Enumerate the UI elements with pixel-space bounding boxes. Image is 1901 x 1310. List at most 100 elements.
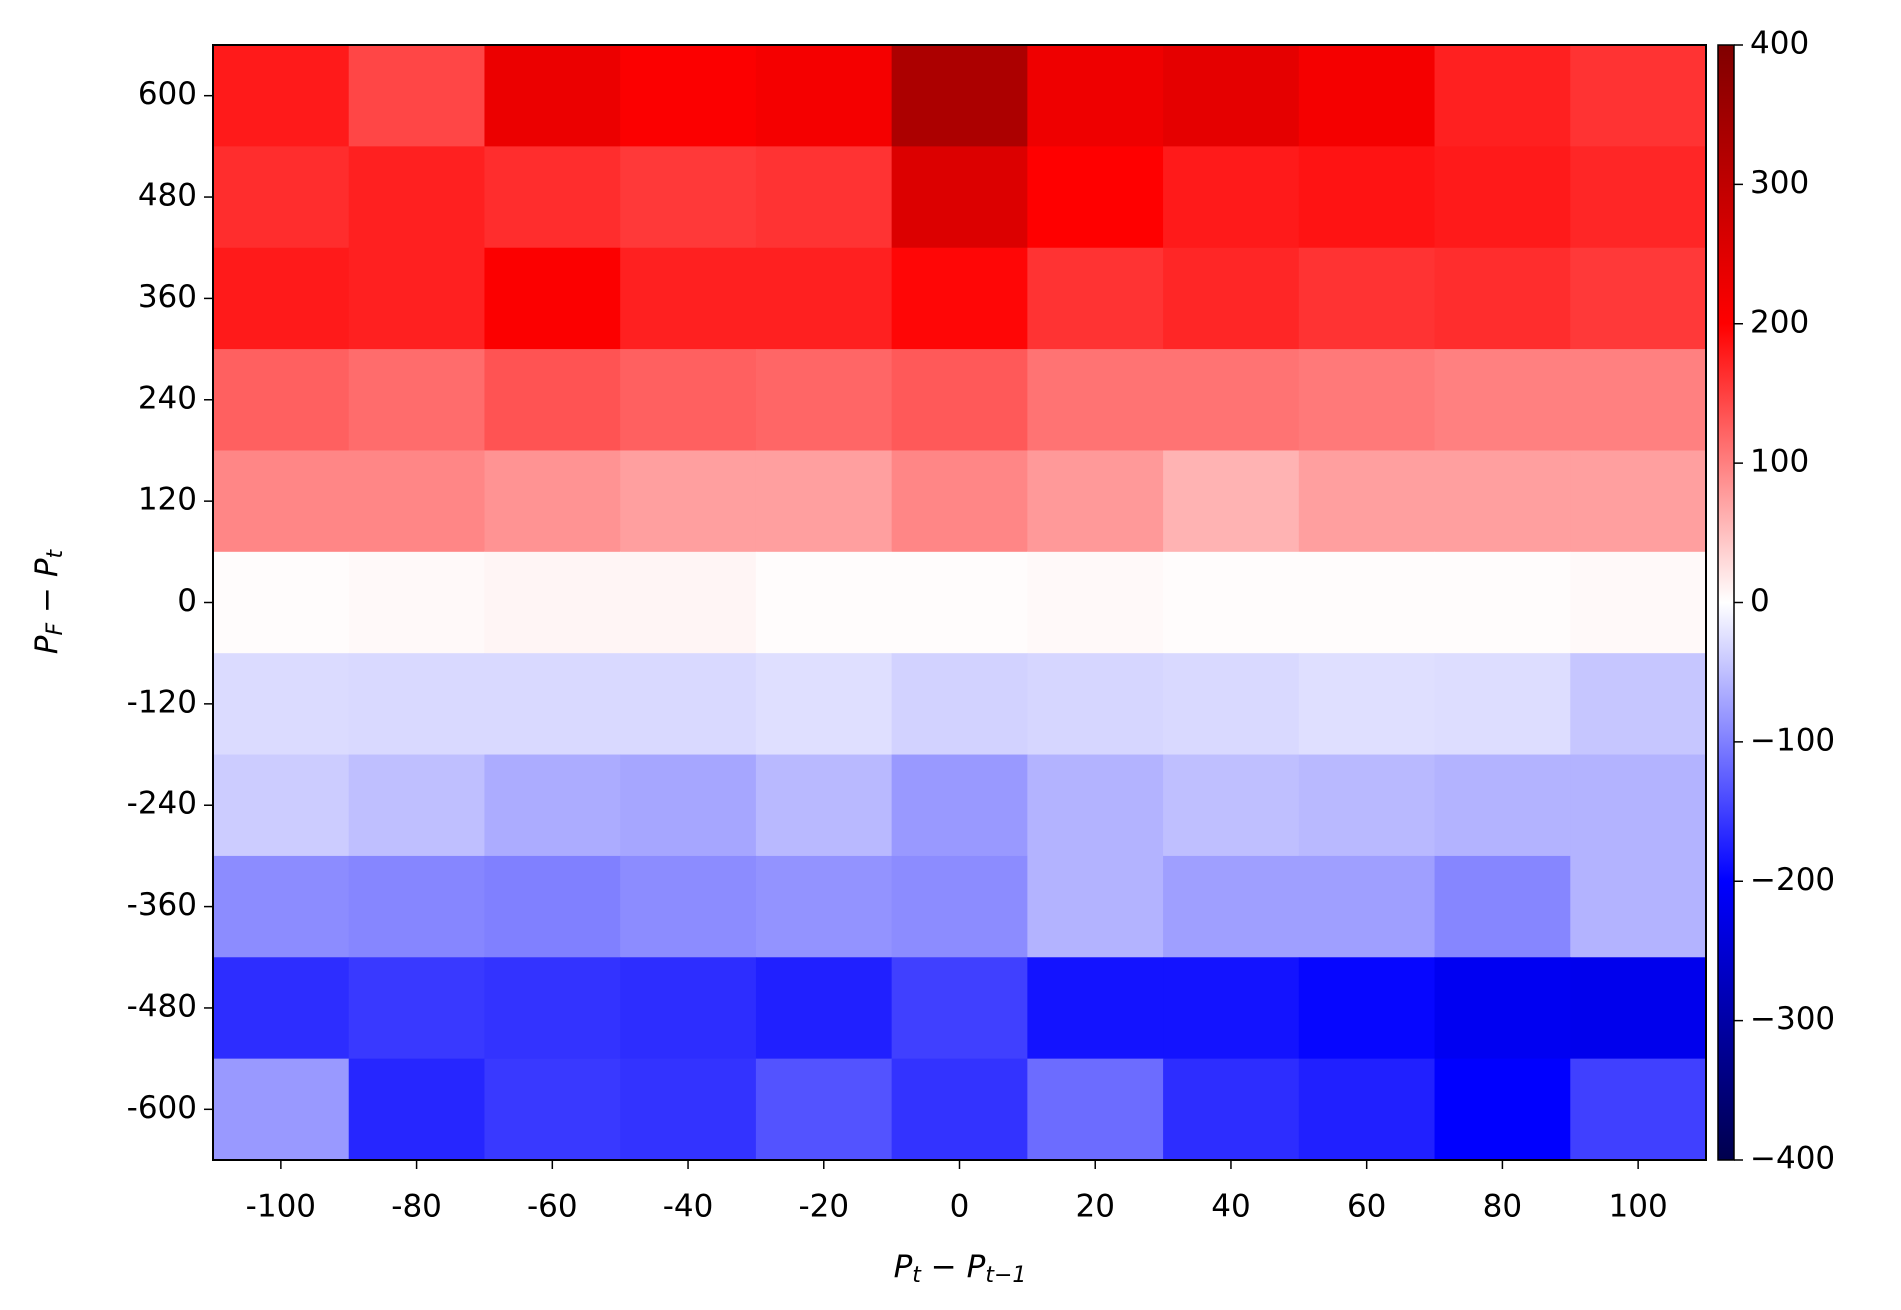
x-tick-label: 60 — [1347, 1189, 1386, 1225]
heatmap-cell — [620, 551, 757, 654]
heatmap-cell — [891, 653, 1028, 756]
heatmap-cell — [620, 146, 757, 249]
x-tick-label: -60 — [527, 1189, 578, 1225]
heatmap-cell — [484, 450, 621, 553]
heatmap-cell — [484, 957, 621, 1060]
heatmap-cell — [755, 754, 893, 857]
heatmap-cell — [1027, 146, 1164, 249]
y-label-part: − P — [29, 558, 65, 623]
heatmap-cell — [891, 247, 1028, 350]
heatmap-cell — [620, 1058, 757, 1161]
heatmap-cell — [1163, 957, 1300, 1060]
heatmap-cell — [1027, 45, 1164, 147]
y-tick-label: 360 — [138, 279, 197, 315]
heatmap-cell — [348, 653, 485, 756]
x-label-part: P — [894, 1249, 913, 1285]
heatmap-cell — [348, 349, 485, 451]
heatmap-cell — [891, 45, 1028, 147]
x-tick-label: 80 — [1483, 1189, 1522, 1225]
x-tick-label: 20 — [1076, 1189, 1115, 1225]
heatmap-cell — [213, 450, 350, 553]
heatmap-cell — [348, 1058, 485, 1161]
heatmap-cell — [348, 855, 485, 958]
heatmap-cell — [213, 855, 350, 958]
heatmap-cell — [484, 1058, 621, 1161]
colorbar-tick-label: −200 — [1750, 862, 1835, 898]
heatmap-cell — [620, 349, 757, 451]
x-label-part: − P — [921, 1249, 986, 1285]
heatmap-cell — [348, 551, 485, 654]
heatmap-cell — [620, 754, 757, 857]
heatmap-cell — [484, 146, 621, 249]
heatmap-cell — [1298, 551, 1436, 654]
heatmap-cell — [755, 551, 893, 654]
colorbar — [1717, 44, 1735, 1161]
heatmap-cell — [1027, 450, 1164, 553]
colorbar-tick-label: 100 — [1750, 444, 1809, 480]
y-label-part: t — [43, 548, 68, 558]
colorbar-tick-label: −100 — [1750, 722, 1835, 758]
heatmap-cell — [1027, 349, 1164, 451]
heatmap-cell — [348, 247, 485, 350]
colorbar-tick-label: 200 — [1750, 304, 1809, 340]
heatmap-cell — [1434, 754, 1571, 857]
heatmap-cell — [1434, 1058, 1571, 1161]
heatmap-cell — [755, 1058, 893, 1161]
y-tick-label: -240 — [127, 786, 197, 822]
heatmap-cell — [213, 754, 350, 857]
y-tick-label: -480 — [127, 988, 197, 1024]
heatmap-cell — [891, 957, 1028, 1060]
heatmap-cell — [755, 855, 893, 958]
colorbar-tick-label: 0 — [1750, 583, 1770, 619]
y-label-part: F — [43, 622, 68, 635]
heatmap-cell — [213, 247, 350, 350]
heatmap-cell — [213, 1058, 350, 1161]
heatmap-cell — [1298, 855, 1436, 958]
heatmap-cell — [348, 450, 485, 553]
heatmap-cell — [484, 551, 621, 654]
heatmap-cell — [891, 551, 1028, 654]
heatmap-cell — [1163, 450, 1300, 553]
heatmap-cell — [891, 450, 1028, 553]
heatmap-cell — [1434, 551, 1571, 654]
heatmap-cell — [1434, 450, 1571, 553]
heatmap-cell — [484, 45, 621, 147]
heatmap-cell — [1298, 957, 1436, 1060]
heatmap-cell — [1434, 247, 1571, 350]
heatmap-cell — [1027, 653, 1164, 756]
x-label-part: t−1 — [985, 1263, 1026, 1288]
y-tick-label: 240 — [138, 380, 197, 416]
heatmap-cell — [620, 653, 757, 756]
heatmap-cell — [484, 754, 621, 857]
heatmap-cell — [1163, 855, 1300, 958]
heatmap-cell — [1570, 653, 1707, 756]
heatmap-cell — [1570, 754, 1707, 857]
heatmap-cell — [1570, 45, 1707, 147]
heatmap-cell — [1163, 45, 1300, 147]
heatmap-cell — [1027, 957, 1164, 1060]
heatmap-cell — [620, 957, 757, 1060]
heatmap-cell — [213, 45, 350, 147]
heatmap-cell — [213, 957, 350, 1060]
heatmap-cell — [1298, 450, 1436, 553]
heatmap-cell — [755, 349, 893, 451]
x-tick-label: -20 — [798, 1189, 849, 1225]
y-tick-label: -360 — [127, 887, 197, 923]
heatmap-cell — [213, 349, 350, 451]
heatmap-cell — [1163, 146, 1300, 249]
heatmap-cell — [620, 855, 757, 958]
heatmap-cell — [1163, 349, 1300, 451]
y-tick-label: 120 — [138, 482, 197, 518]
heatmap-cell — [1298, 653, 1436, 756]
x-tick-label: 40 — [1211, 1189, 1250, 1225]
heatmap — [213, 45, 1707, 1161]
colorbar-tick-label: −400 — [1750, 1141, 1835, 1177]
heatmap-cell — [1298, 247, 1436, 350]
y-tick-label: 480 — [138, 178, 197, 214]
y-tick-label: 0 — [177, 583, 197, 619]
y-label-part: P — [29, 635, 65, 654]
heatmap-cell — [484, 653, 621, 756]
colorbar-tick-label: 400 — [1750, 26, 1809, 62]
heatmap-cell — [348, 146, 485, 249]
heatmap-cell — [1434, 653, 1571, 756]
